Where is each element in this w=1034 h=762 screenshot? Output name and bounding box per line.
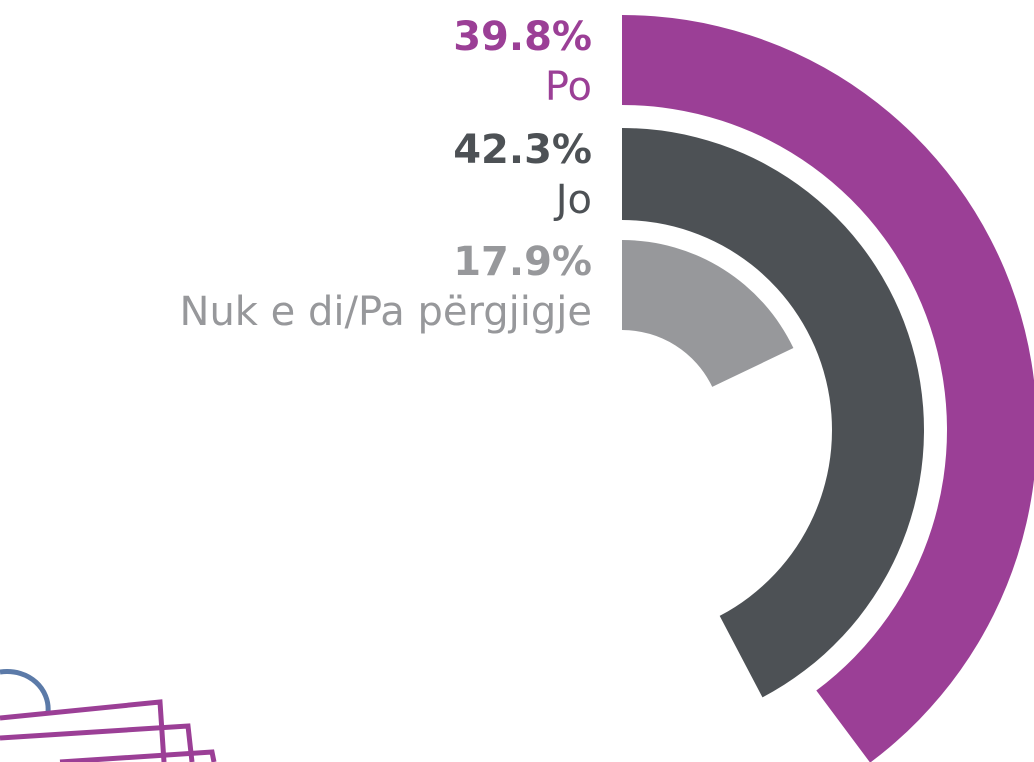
category-label: Po — [545, 64, 592, 110]
book-icon — [0, 672, 214, 762]
icon-line — [0, 672, 48, 712]
chart: 39.8%Po 42.3%Jo 17.9%Nuk e di/Pa përgjigje — [0, 0, 1034, 762]
value-label: 42.3% — [453, 127, 592, 173]
category-label: Nuk e di/Pa përgjigje — [180, 289, 592, 335]
value-label: 17.9% — [453, 239, 592, 285]
value-label: 39.8% — [453, 14, 592, 60]
category-label: Jo — [553, 177, 592, 223]
